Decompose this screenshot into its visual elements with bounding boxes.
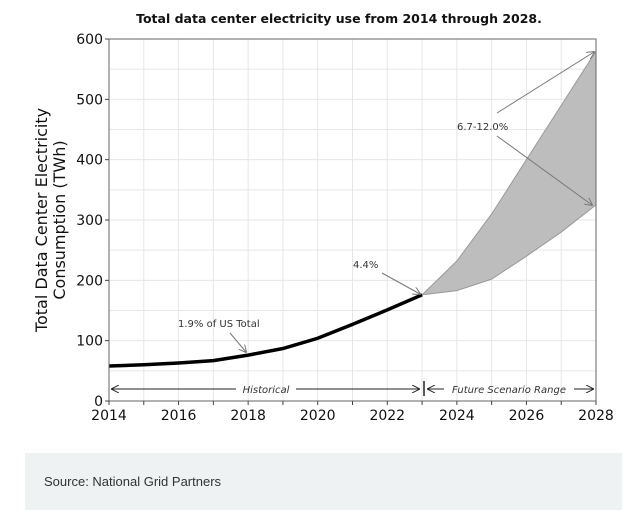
- x-tick-label: 2020: [300, 408, 336, 424]
- annotation-range-lower-arrow: [496, 135, 592, 205]
- y-tick-label: 500: [76, 92, 103, 108]
- annotation-share-2023: 4.4%: [353, 260, 378, 271]
- x-tick-label: 2024: [439, 408, 475, 424]
- annotation-share-2023-arrow: [381, 272, 420, 294]
- x-tick-label: 2014: [91, 408, 127, 424]
- y-tick-label: 600: [76, 32, 103, 48]
- y-tick-label: 100: [76, 334, 103, 350]
- x-tick-label: 2028: [578, 408, 614, 424]
- y-tick-label: 200: [76, 273, 103, 289]
- x-tick-label: 2026: [509, 408, 545, 424]
- annotation-range-2028: 6.7-12.0%: [457, 122, 508, 133]
- annotation-range-upper-arrow: [496, 52, 594, 114]
- y-tick-label: 0: [94, 394, 103, 410]
- source-panel: Source: National Grid Partners: [25, 453, 622, 510]
- y-axis-label-line1: Total Data Center Electricity: [32, 108, 51, 333]
- annotation-us-total-arrow: [229, 332, 246, 352]
- annotation-us-total: 1.9% of US Total: [178, 319, 260, 330]
- axis-ticks: 2014 2016 2018 2020 2022 2024 2026 2028 0 100 200 3…: [76, 32, 614, 424]
- y-axis-label-line2: Consumption (TWh): [50, 140, 69, 299]
- y-tick-label: 400: [76, 153, 103, 169]
- chart-title: Total data center electricity use from 2…: [136, 11, 542, 26]
- y-tick-label: 300: [76, 213, 103, 229]
- historical-line: [108, 293, 423, 368]
- x-tick-label: 2018: [230, 408, 266, 424]
- future-scenario-band: [420, 49, 597, 296]
- future-label: Future Scenario Range: [452, 385, 566, 396]
- historical-label: Historical: [243, 385, 290, 396]
- chart: Total data center electricity use from 2…: [32, 11, 614, 424]
- x-tick-label: 2022: [369, 408, 405, 424]
- x-tick-label: 2016: [161, 408, 197, 424]
- source-text: Source: National Grid Partners: [44, 474, 222, 489]
